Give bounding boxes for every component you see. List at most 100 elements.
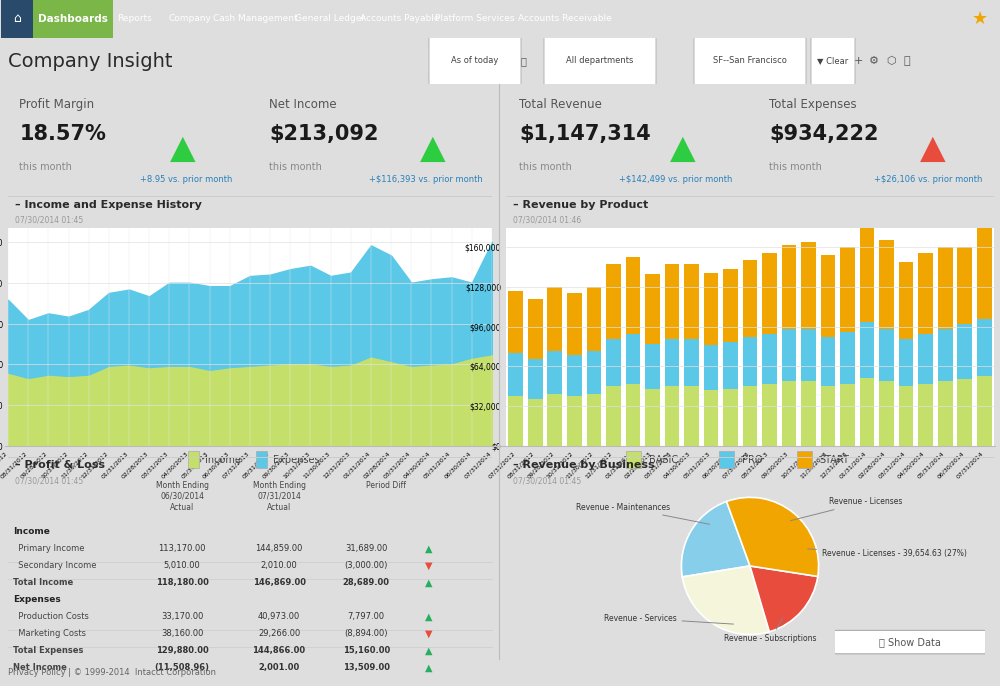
Bar bbox=[723, 389, 738, 446]
Text: (3,000.00): (3,000.00) bbox=[344, 560, 388, 570]
Text: 118,180.00: 118,180.00 bbox=[156, 578, 209, 587]
Bar bbox=[684, 265, 699, 339]
Text: Production Costs: Production Costs bbox=[13, 612, 89, 621]
Text: Total Income: Total Income bbox=[13, 578, 73, 587]
Bar bbox=[587, 394, 601, 446]
Bar bbox=[743, 259, 757, 337]
Bar bbox=[508, 291, 523, 353]
Bar bbox=[665, 339, 679, 386]
Text: Total Expenses: Total Expenses bbox=[769, 98, 857, 111]
Text: +: + bbox=[853, 56, 863, 66]
Text: START: START bbox=[820, 455, 850, 464]
Text: ▲: ▲ bbox=[425, 663, 433, 673]
Text: Net Income: Net Income bbox=[13, 663, 67, 672]
Bar bbox=[723, 270, 738, 342]
Bar bbox=[587, 287, 601, 351]
Text: Month Ending
06/30/2014
Actual: Month Ending 06/30/2014 Actual bbox=[156, 481, 209, 512]
Wedge shape bbox=[681, 501, 750, 577]
Text: $213,092: $213,092 bbox=[269, 124, 379, 144]
Text: 33,170.00: 33,170.00 bbox=[161, 612, 203, 621]
Text: Primary Income: Primary Income bbox=[13, 544, 84, 553]
Text: ⌂: ⌂ bbox=[13, 12, 21, 25]
Text: Revenue - Subscriptions: Revenue - Subscriptions bbox=[724, 617, 817, 643]
Text: +8.95 vs. prior month: +8.95 vs. prior month bbox=[140, 175, 233, 184]
Bar bbox=[606, 339, 621, 386]
FancyBboxPatch shape bbox=[719, 451, 734, 468]
Text: Accounts Payable: Accounts Payable bbox=[360, 14, 440, 23]
Bar bbox=[626, 257, 640, 334]
Text: ▲: ▲ bbox=[920, 132, 946, 165]
Bar bbox=[743, 337, 757, 386]
Bar bbox=[938, 381, 953, 446]
Bar bbox=[821, 386, 835, 446]
Bar bbox=[626, 334, 640, 383]
Text: +$142,499 vs. prior month: +$142,499 vs. prior month bbox=[619, 175, 733, 184]
Text: 📅: 📅 bbox=[520, 56, 526, 66]
Bar bbox=[528, 399, 543, 446]
Text: $934,222: $934,222 bbox=[769, 124, 879, 144]
Text: (11,508.96): (11,508.96) bbox=[155, 663, 210, 672]
Text: ▲: ▲ bbox=[425, 578, 433, 588]
Bar bbox=[704, 273, 718, 345]
Text: 144,859.00: 144,859.00 bbox=[255, 544, 303, 553]
Text: ⬡: ⬡ bbox=[886, 56, 896, 66]
Bar bbox=[645, 344, 660, 389]
Bar bbox=[723, 342, 738, 389]
Bar bbox=[840, 331, 855, 383]
Bar bbox=[762, 253, 777, 334]
Text: Cash Management: Cash Management bbox=[213, 14, 297, 23]
Text: Total Expenses: Total Expenses bbox=[13, 646, 83, 655]
Bar bbox=[801, 329, 816, 381]
FancyBboxPatch shape bbox=[811, 1, 855, 121]
Bar bbox=[626, 383, 640, 446]
Bar bbox=[957, 324, 972, 379]
Bar bbox=[547, 351, 562, 394]
Bar bbox=[821, 255, 835, 337]
Text: ▲: ▲ bbox=[170, 132, 196, 165]
Bar bbox=[704, 345, 718, 390]
Bar bbox=[547, 287, 562, 351]
Text: Privacy Policy | © 1999-2014  Intacct Corporation: Privacy Policy | © 1999-2014 Intacct Cor… bbox=[8, 667, 216, 677]
Bar bbox=[840, 383, 855, 446]
Text: Marketing Costs: Marketing Costs bbox=[13, 629, 86, 638]
Text: Secondary Income: Secondary Income bbox=[13, 560, 96, 570]
Bar bbox=[801, 381, 816, 446]
Bar bbox=[957, 379, 972, 446]
FancyBboxPatch shape bbox=[188, 451, 199, 468]
Bar bbox=[879, 381, 894, 446]
Text: – Revenue by Product: – Revenue by Product bbox=[513, 200, 649, 210]
Bar bbox=[606, 265, 621, 339]
Text: 7,797.00: 7,797.00 bbox=[348, 612, 385, 621]
FancyBboxPatch shape bbox=[797, 451, 812, 468]
Text: ▲: ▲ bbox=[425, 544, 433, 554]
Bar bbox=[567, 397, 582, 446]
Text: 38,160.00: 38,160.00 bbox=[161, 629, 203, 638]
Bar bbox=[665, 265, 679, 339]
Text: ▼ Clear: ▼ Clear bbox=[817, 56, 849, 65]
Text: 113,170.00: 113,170.00 bbox=[158, 544, 206, 553]
Text: Accounts Receivable: Accounts Receivable bbox=[518, 14, 612, 23]
Text: Income: Income bbox=[205, 455, 240, 464]
Bar bbox=[528, 299, 543, 359]
Text: Company Insight: Company Insight bbox=[8, 52, 173, 71]
Text: – Profit & Loss: – Profit & Loss bbox=[15, 460, 105, 471]
Text: 28,689.00: 28,689.00 bbox=[343, 578, 390, 587]
Wedge shape bbox=[682, 566, 769, 635]
Text: this month: this month bbox=[519, 162, 572, 172]
Text: Month Ending
07/31/2014
Actual: Month Ending 07/31/2014 Actual bbox=[253, 481, 306, 512]
Text: All departments: All departments bbox=[566, 56, 634, 65]
Text: Platform Services: Platform Services bbox=[435, 14, 515, 23]
FancyBboxPatch shape bbox=[1, 0, 33, 73]
FancyBboxPatch shape bbox=[544, 0, 656, 121]
Text: Expenses: Expenses bbox=[13, 595, 61, 604]
Bar bbox=[918, 383, 933, 446]
Bar bbox=[567, 355, 582, 397]
Text: ▼: ▼ bbox=[425, 629, 433, 639]
Bar bbox=[821, 337, 835, 386]
Text: 2,001.00: 2,001.00 bbox=[258, 663, 300, 672]
FancyBboxPatch shape bbox=[830, 630, 990, 654]
Text: 146,869.00: 146,869.00 bbox=[253, 578, 306, 587]
Bar bbox=[606, 386, 621, 446]
Text: (8,894.00): (8,894.00) bbox=[344, 629, 388, 638]
Bar bbox=[918, 253, 933, 334]
